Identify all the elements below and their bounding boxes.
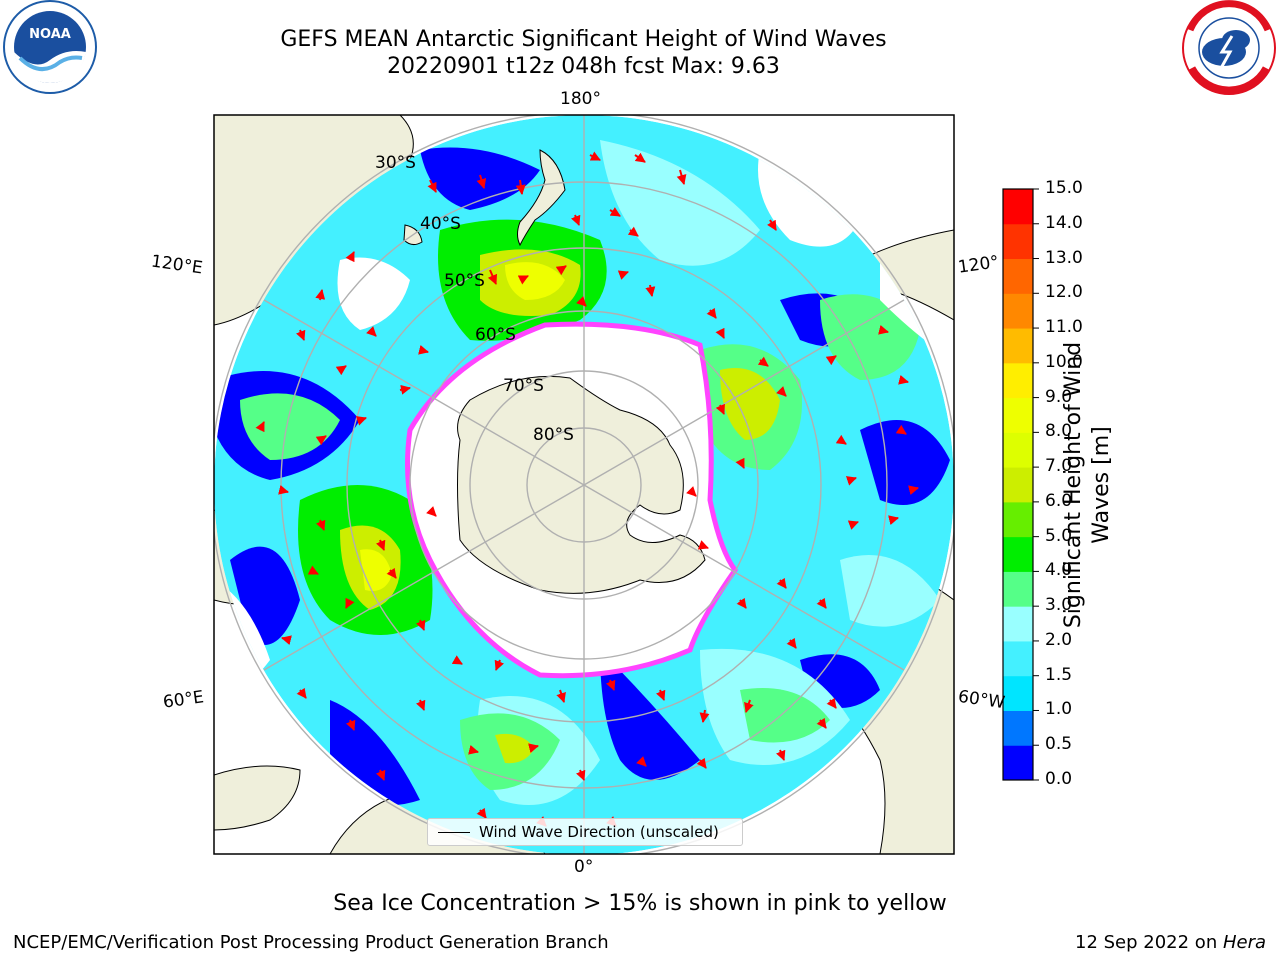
colorbar-tick-label: 15.0 bbox=[1045, 178, 1083, 198]
colorbar-segment bbox=[1003, 710, 1033, 746]
land-antarctica bbox=[457, 375, 706, 594]
colorbar-frame bbox=[1002, 188, 1034, 781]
colorbar-segment bbox=[1003, 189, 1033, 225]
land-madagascar bbox=[214, 765, 301, 831]
lon-label-180: 180° bbox=[560, 89, 601, 109]
nws-logo-icon bbox=[1182, 0, 1276, 95]
colorbar-tick-label: 3.0 bbox=[1045, 595, 1073, 616]
colorbar-tick-label: 0.5 bbox=[1045, 734, 1073, 755]
colorbar-label-line1: Significant Height of Wind bbox=[1061, 341, 1086, 629]
map-frame bbox=[213, 114, 955, 855]
footer-branch: NCEP/EMC/Verification Post Processing Pr… bbox=[13, 932, 609, 953]
colorbar-segment bbox=[1003, 397, 1033, 433]
wave-direction-arrows bbox=[255, 151, 919, 827]
colorbar-label-line2: Waves [m] bbox=[1089, 426, 1114, 544]
legend-label: Wind Wave Direction (unscaled) bbox=[479, 823, 719, 841]
colorbar-tick-label: 10.0 bbox=[1045, 351, 1083, 372]
colorbar-segment bbox=[1003, 745, 1033, 781]
colorbar bbox=[1003, 188, 1039, 781]
lat-label-40s: 40°S bbox=[420, 214, 461, 234]
colorbar-segment bbox=[1003, 640, 1033, 677]
footer-date: 12 Sep 2022 on Hera bbox=[1075, 932, 1266, 953]
colorbar-segment bbox=[1003, 571, 1033, 607]
noaa-logo-text: NOAA bbox=[29, 27, 71, 42]
map-title-line1: GEFS MEAN Antarctic Significant Height o… bbox=[280, 27, 887, 52]
lat-label-80s: 80°S bbox=[533, 425, 574, 445]
map-legend: Wind Wave Direction (unscaled) bbox=[427, 818, 743, 846]
colorbar-tick-label: 11.0 bbox=[1045, 317, 1083, 338]
colorbar-segment bbox=[1003, 467, 1033, 503]
colorbar-segment bbox=[1003, 675, 1033, 711]
colorbar-tick-label: 7.0 bbox=[1045, 456, 1073, 477]
map-title-line2: 20220901 t12z 048h fcst Max: 9.63 bbox=[387, 54, 780, 79]
colorbar-tick-label: 5.0 bbox=[1045, 525, 1073, 546]
colorbar-tick-label: 6.0 bbox=[1045, 490, 1073, 511]
footer-machine: Hera bbox=[1222, 932, 1266, 953]
lat-label-30s: 30°S bbox=[375, 153, 416, 173]
colorbar-segment bbox=[1003, 606, 1033, 642]
colorbar-tick-label: 1.0 bbox=[1045, 699, 1073, 720]
colorbar-segment bbox=[1003, 432, 1033, 468]
colorbar-segment bbox=[1003, 293, 1033, 329]
sea-ice-note: Sea Ice Concentration > 15% is shown in … bbox=[333, 891, 947, 916]
colorbar-segment bbox=[1003, 501, 1033, 538]
lat-label-60s: 60°S bbox=[475, 325, 516, 345]
colorbar-segment bbox=[1003, 223, 1033, 260]
land-new-zealand bbox=[517, 149, 566, 247]
legend-line-swatch bbox=[438, 832, 470, 833]
colorbar-segment bbox=[1003, 328, 1033, 364]
colorbar-segment bbox=[1003, 362, 1033, 399]
colorbar-tick-label: 1.5 bbox=[1045, 664, 1073, 685]
noaa-logo-icon: NOAA bbox=[3, 0, 97, 94]
colorbar-tick-label: 0.0 bbox=[1045, 769, 1073, 789]
lat-label-70s: 70°S bbox=[503, 376, 544, 396]
colorbar-tick-label: 12.0 bbox=[1045, 282, 1083, 303]
colorbar-segment bbox=[1003, 258, 1033, 294]
colorbar-tick-label: 13.0 bbox=[1045, 247, 1083, 268]
colorbar-tick-label: 8.0 bbox=[1045, 421, 1073, 442]
colorbar-segment bbox=[1003, 536, 1033, 572]
colorbar-tick-label: 9.0 bbox=[1045, 386, 1073, 407]
lat-label-50s: 50°S bbox=[444, 271, 485, 291]
colorbar-tick-label: 4.0 bbox=[1045, 560, 1073, 581]
lon-label-0: 0° bbox=[574, 857, 594, 877]
colorbar-tick-label: 2.0 bbox=[1045, 629, 1073, 650]
footer-date-text: 12 Sep 2022 on bbox=[1075, 932, 1223, 953]
colorbar-tick-label: 14.0 bbox=[1045, 212, 1083, 233]
